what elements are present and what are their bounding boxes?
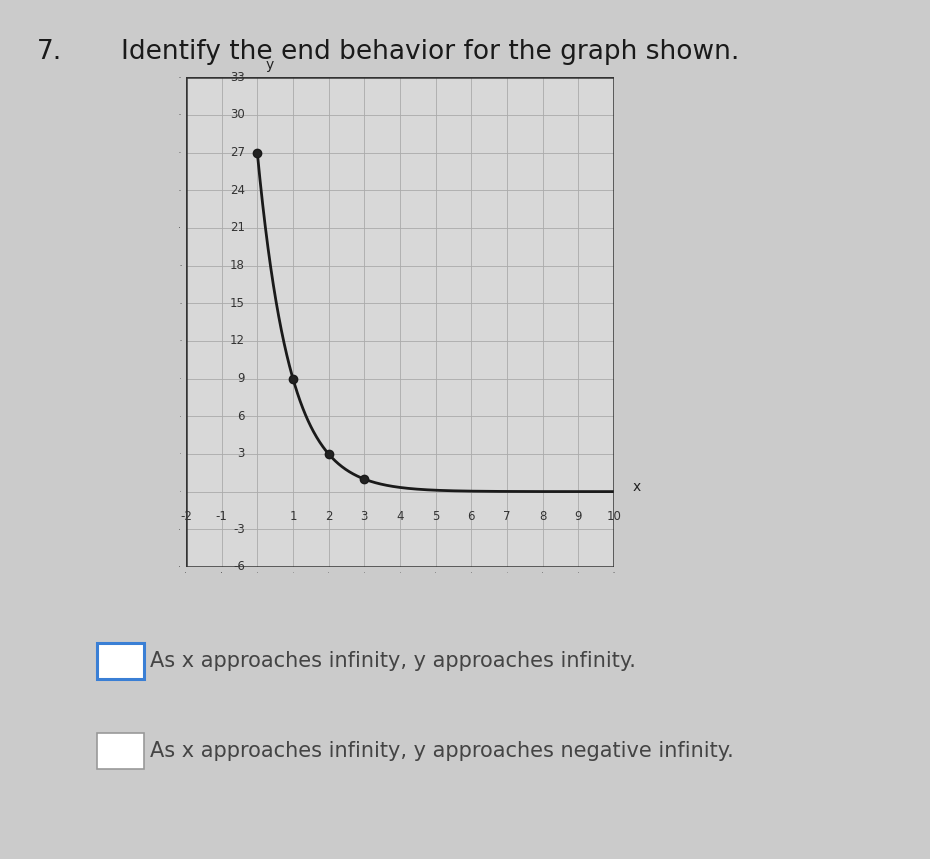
Text: 4: 4	[396, 510, 404, 523]
Text: 3: 3	[237, 448, 245, 460]
Text: As x approaches infinity, y approaches infinity.: As x approaches infinity, y approaches i…	[150, 650, 636, 671]
Text: 8: 8	[538, 510, 546, 523]
FancyBboxPatch shape	[97, 643, 143, 679]
Text: 18: 18	[230, 259, 245, 272]
Text: 15: 15	[230, 297, 245, 310]
Text: 33: 33	[230, 70, 245, 84]
Text: 9: 9	[575, 510, 582, 523]
Text: 10: 10	[606, 510, 621, 523]
Text: 3: 3	[361, 510, 368, 523]
Text: 2: 2	[325, 510, 332, 523]
Text: -3: -3	[233, 523, 245, 536]
Text: 27: 27	[230, 146, 245, 159]
Text: 21: 21	[230, 222, 245, 235]
Text: 5: 5	[432, 510, 439, 523]
FancyBboxPatch shape	[97, 734, 143, 769]
Text: 30: 30	[230, 108, 245, 121]
Text: 9: 9	[237, 372, 245, 385]
Text: y: y	[266, 58, 274, 72]
Text: As x approaches infinity, y approaches negative infinity.: As x approaches infinity, y approaches n…	[150, 740, 734, 761]
Text: 24: 24	[230, 184, 245, 197]
Text: x: x	[632, 479, 641, 494]
Text: 6: 6	[468, 510, 475, 523]
Text: -1: -1	[216, 510, 228, 523]
Text: -6: -6	[232, 560, 245, 574]
Text: 12: 12	[230, 334, 245, 347]
Text: 7: 7	[503, 510, 511, 523]
Text: 7.: 7.	[37, 39, 62, 64]
Text: 6: 6	[237, 410, 245, 423]
Text: 1: 1	[289, 510, 297, 523]
Text: -2: -2	[180, 510, 192, 523]
Text: Identify the end behavior for the graph shown.: Identify the end behavior for the graph …	[121, 39, 739, 64]
